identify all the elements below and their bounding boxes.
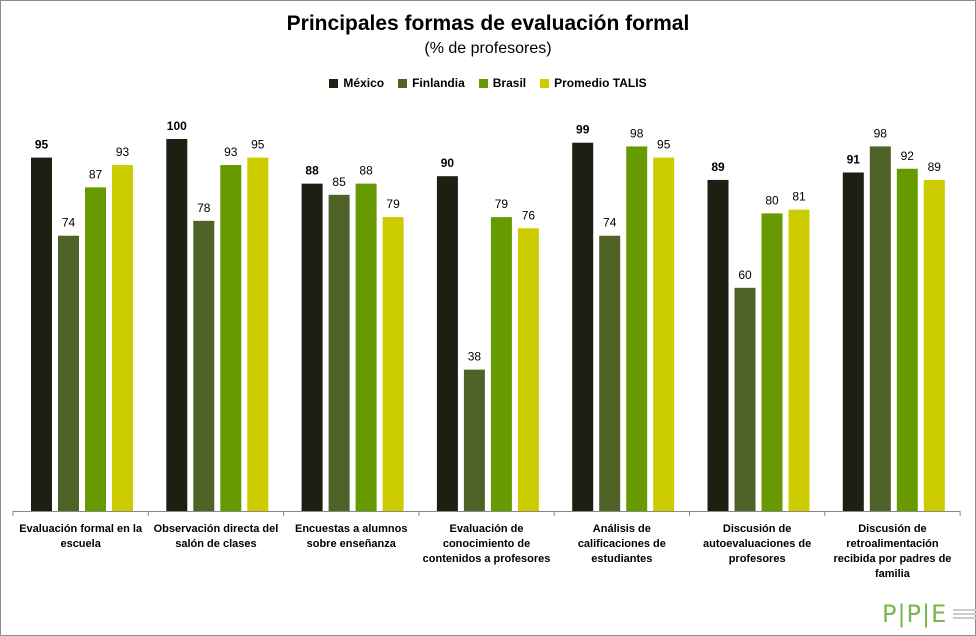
logo-tagline xyxy=(953,607,976,621)
bar xyxy=(166,139,188,511)
bar xyxy=(328,194,350,512)
legend: México Finlandia Brasil Promedio TALIS xyxy=(0,76,976,90)
data-label: 99 xyxy=(576,123,590,137)
data-label: 38 xyxy=(468,350,482,364)
bar xyxy=(896,168,918,511)
logo-mark: P|P|E xyxy=(882,600,948,628)
bar xyxy=(355,183,377,511)
data-label: 90 xyxy=(441,156,455,170)
bar xyxy=(382,217,404,511)
bar xyxy=(761,213,783,511)
bar xyxy=(572,142,594,511)
bar xyxy=(247,157,269,511)
legend-swatch xyxy=(540,78,550,88)
category-label: Análisis de calificaciones de estudiante… xyxy=(577,523,666,565)
data-label: 95 xyxy=(35,138,49,152)
legend-label: Finlandia xyxy=(412,76,465,90)
bar xyxy=(58,235,79,511)
chart-title: Principales formas de evaluación formal xyxy=(286,12,690,35)
category-label: Observación directa del salón de clases xyxy=(153,523,279,550)
bar xyxy=(869,146,891,511)
data-label: 95 xyxy=(251,138,265,152)
bar xyxy=(85,187,106,512)
bar xyxy=(31,157,52,511)
bar xyxy=(653,157,675,511)
data-label: 93 xyxy=(224,145,238,159)
data-label: 81 xyxy=(792,190,806,204)
legend-item: Finlandia xyxy=(398,76,465,90)
data-label: 88 xyxy=(359,164,373,178)
category-label: Discusión de autoevaluaciones de profeso… xyxy=(703,523,812,565)
bar xyxy=(788,209,810,511)
chart-subtitle: (% de profesores) xyxy=(424,40,552,57)
bar xyxy=(707,179,729,512)
data-label: 98 xyxy=(630,126,644,140)
legend-swatch xyxy=(478,78,488,88)
data-label: 60 xyxy=(738,268,752,282)
legend-swatch xyxy=(398,78,408,88)
data-label: 88 xyxy=(305,164,319,178)
data-label: 74 xyxy=(603,216,617,230)
data-label: 95 xyxy=(657,138,671,152)
pipe-logo: P|P|E xyxy=(882,600,976,628)
bar xyxy=(463,369,485,511)
legend-item: Brasil xyxy=(478,76,527,90)
data-label: 74 xyxy=(62,216,76,230)
bar xyxy=(301,183,323,511)
data-label: 87 xyxy=(89,167,103,181)
bar xyxy=(517,228,539,511)
legend-label: Brasil xyxy=(492,76,527,90)
data-label: 79 xyxy=(495,197,509,211)
data-label: 79 xyxy=(386,197,400,211)
data-label: 76 xyxy=(522,208,536,222)
data-label: 91 xyxy=(847,152,861,166)
data-label: 80 xyxy=(765,193,779,207)
data-label: 89 xyxy=(928,160,942,174)
data-label: 85 xyxy=(332,175,346,189)
bar xyxy=(842,172,864,512)
data-label: 78 xyxy=(197,201,211,215)
category-label: Evaluación formal en la escuela xyxy=(19,523,143,550)
data-label: 98 xyxy=(874,126,888,140)
legend-label: México xyxy=(343,76,385,90)
bar xyxy=(193,220,215,511)
bar xyxy=(626,146,648,511)
data-label: 89 xyxy=(711,160,725,174)
bar xyxy=(220,165,242,512)
data-label: 100 xyxy=(167,119,187,133)
bar xyxy=(734,287,756,511)
bar xyxy=(112,165,133,512)
category-label: Discusión de retroalimentación recibida … xyxy=(833,523,952,580)
data-label: 92 xyxy=(901,149,915,163)
legend-label: Promedio TALIS xyxy=(554,76,647,90)
legend-swatch xyxy=(329,78,339,88)
category-label: Encuestas a alumnos sobre enseñanza xyxy=(295,523,408,550)
bar xyxy=(436,176,458,511)
legend-item: Promedio TALIS xyxy=(540,76,647,90)
legend-item: México xyxy=(329,76,384,90)
data-label: 93 xyxy=(116,145,130,159)
category-label: Evaluación de conocimiento de contenidos… xyxy=(422,523,551,565)
bar xyxy=(923,179,945,512)
bar xyxy=(599,235,621,511)
bar xyxy=(490,217,512,511)
